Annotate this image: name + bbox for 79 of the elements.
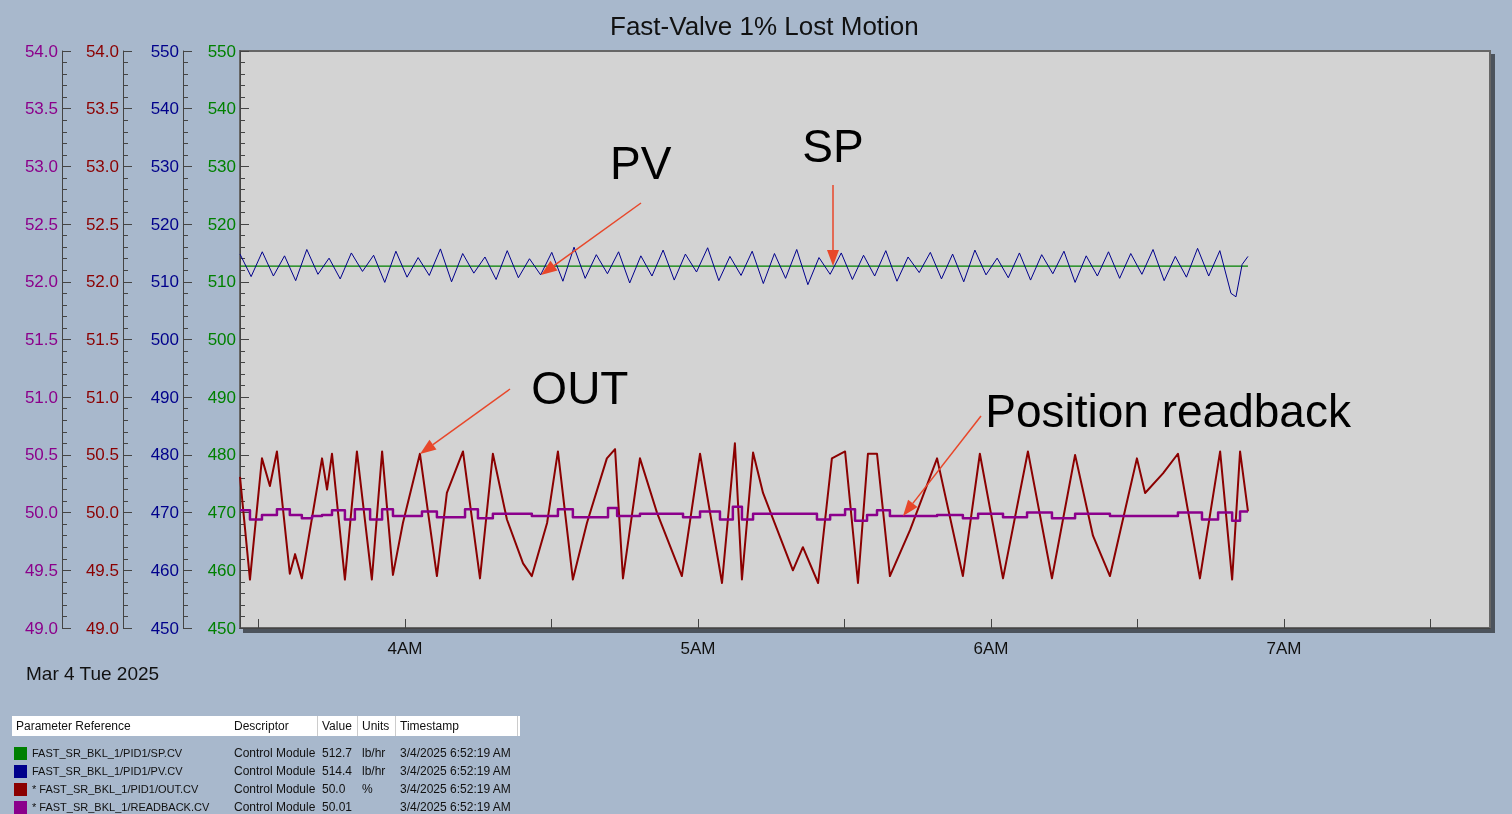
y-tick-label: 510 bbox=[150, 272, 179, 292]
category-label: Value bbox=[318, 716, 358, 736]
text: Control Module bbox=[234, 800, 316, 814]
category-label: Units bbox=[358, 716, 396, 736]
text: Control Module bbox=[234, 764, 316, 778]
y-tick-label: 520 bbox=[150, 214, 179, 234]
y-tick-label: 52.0 bbox=[24, 272, 58, 292]
text: Control Module bbox=[234, 782, 316, 796]
legend-label: FAST_SR_BKL_1/PID1/PV.CV bbox=[32, 764, 183, 779]
y-tick-label: 51.0 bbox=[24, 387, 58, 407]
y-tick-label: 51.5 bbox=[24, 330, 58, 349]
y2-tick-label: 460 bbox=[207, 560, 236, 580]
chart-title: Fast-Valve 1% Lost Motion bbox=[610, 11, 919, 41]
y-tick-label: 460 bbox=[150, 560, 179, 580]
y2-tick-label: 51.5 bbox=[85, 330, 119, 349]
annotation: SP bbox=[802, 120, 864, 173]
text: 3/4/2025 6:52:19 AM bbox=[400, 800, 511, 814]
text: 50.01 bbox=[322, 800, 353, 814]
y-tick-label: 53.0 bbox=[24, 156, 58, 176]
y-tick-label: 450 bbox=[150, 618, 179, 638]
y2-tick-label: 49.0 bbox=[85, 618, 119, 638]
y2-tick-label: 530 bbox=[207, 156, 236, 176]
y2-tick-label: 480 bbox=[207, 445, 236, 465]
line-series bbox=[239, 246, 1249, 298]
text: 50.0 bbox=[322, 782, 346, 796]
y-tick-label: 490 bbox=[150, 387, 179, 407]
y-tick-label: 53.5 bbox=[24, 99, 58, 119]
y2-tick-label: 450 bbox=[207, 618, 236, 638]
y2-tick-label: 520 bbox=[207, 214, 236, 234]
y2-tick-label: 50.0 bbox=[85, 503, 119, 523]
text: 512.7 bbox=[322, 746, 353, 760]
x-tick-label: 6AM bbox=[973, 639, 1009, 658]
y2-tick-label: 500 bbox=[207, 330, 236, 349]
legend-title: Parameter Reference bbox=[12, 716, 231, 736]
y-tick-label: 550 bbox=[150, 41, 179, 61]
y2-tick-label: 54.0 bbox=[85, 41, 119, 61]
x-tick-label: 4AM bbox=[387, 639, 423, 658]
y2-tick-label: 52.5 bbox=[85, 214, 119, 234]
category-label: Descriptor bbox=[230, 716, 318, 736]
y-tick-label: 540 bbox=[150, 99, 179, 119]
x-tick-label: 7AM bbox=[1266, 639, 1302, 658]
y2-tick-label: 53.0 bbox=[85, 156, 119, 176]
y2-tick-label: 470 bbox=[207, 503, 236, 523]
text: 3/4/2025 6:52:19 AM bbox=[400, 782, 511, 796]
annotation: OUT bbox=[531, 361, 629, 414]
y-tick-label: 530 bbox=[150, 156, 179, 176]
legend-label: FAST_SR_BKL_1/PID1/SP.CV bbox=[32, 746, 183, 761]
text: % bbox=[362, 782, 373, 796]
annotation: PV bbox=[609, 136, 672, 189]
text: 3/4/2025 6:52:19 AM bbox=[400, 764, 511, 778]
y2-tick-label: 53.5 bbox=[85, 99, 119, 119]
y-tick-label: 50.0 bbox=[24, 503, 58, 523]
text: 3/4/2025 6:52:19 AM bbox=[400, 746, 511, 760]
y2-tick-label: 490 bbox=[207, 387, 236, 407]
legend-label: * FAST_SR_BKL_1/PID1/OUT.CV bbox=[32, 782, 199, 797]
text: lb/hr bbox=[362, 746, 386, 760]
text: Control Module bbox=[234, 746, 316, 760]
y-tick-label: 54.0 bbox=[24, 41, 58, 61]
y-tick-label: 470 bbox=[150, 503, 179, 523]
y2-tick-label: 50.5 bbox=[85, 445, 119, 465]
category-label: Timestamp bbox=[396, 716, 518, 736]
text: lb/hr bbox=[362, 764, 386, 778]
y2-tick-label: 550 bbox=[207, 41, 236, 61]
y2-tick-label: 510 bbox=[207, 272, 236, 292]
y2-tick-label: 540 bbox=[207, 99, 236, 119]
y2-tick-label: 52.0 bbox=[85, 272, 119, 292]
y-tick-label: 49.0 bbox=[24, 618, 58, 638]
y-tick-label: 49.5 bbox=[24, 560, 58, 580]
y-tick-label: 52.5 bbox=[24, 214, 58, 234]
legend-label: * FAST_SR_BKL_1/READBACK.CV bbox=[32, 800, 210, 814]
y-tick-label: 50.5 bbox=[24, 445, 58, 465]
y-tick-label: 500 bbox=[150, 330, 179, 349]
y-tick-label: 480 bbox=[150, 445, 179, 465]
y2-tick-label: 49.5 bbox=[85, 560, 119, 580]
annotation: Position readback bbox=[985, 385, 1352, 438]
text: 514.4 bbox=[322, 764, 353, 778]
y2-tick-label: 51.0 bbox=[85, 387, 119, 407]
text: Mar 4 Tue 2025 bbox=[26, 663, 160, 684]
x-tick-label: 5AM bbox=[680, 639, 716, 658]
